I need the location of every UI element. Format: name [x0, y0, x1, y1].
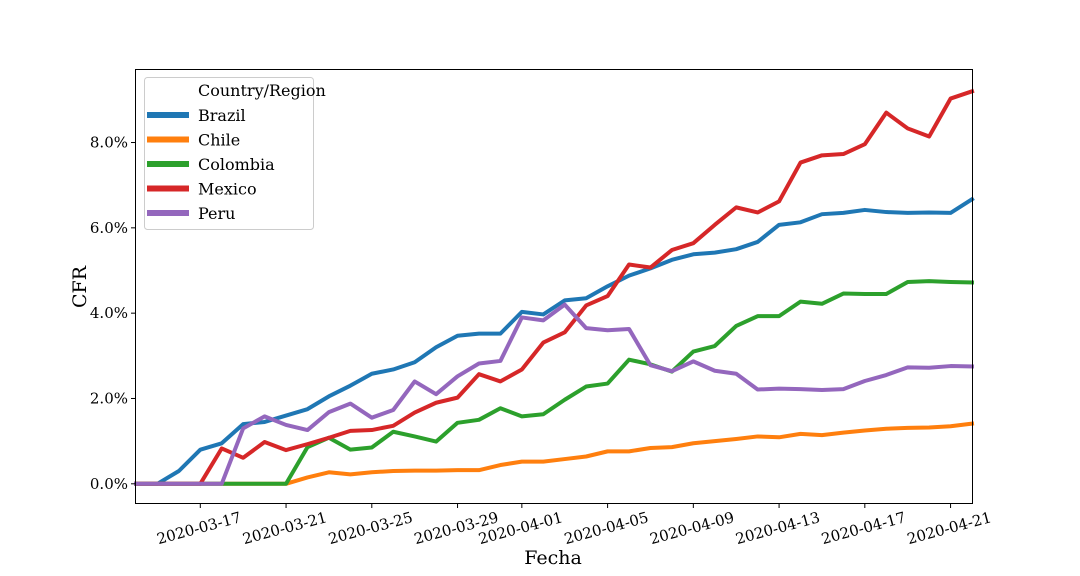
x-tick-label: 2020-03-21	[241, 508, 329, 548]
legend-label-chile: Chile	[198, 131, 240, 150]
x-axis: 2020-03-172020-03-212020-03-252020-03-29…	[155, 503, 993, 548]
series-lines	[134, 88, 975, 486]
series-line-colombia	[134, 279, 975, 486]
legend-label-mexico: Mexico	[198, 180, 257, 199]
legend-label-peru: Peru	[198, 204, 235, 223]
legend-title: Country/Region	[198, 81, 326, 100]
x-tick-label: 2020-04-09	[648, 508, 736, 548]
y-tick-label: 6.0%	[90, 219, 128, 237]
legend-label-colombia: Colombia	[198, 155, 275, 174]
x-tick-label: 2020-04-17	[819, 508, 907, 548]
series-line-brazil	[134, 196, 975, 486]
legend-label-brazil: Brazil	[198, 106, 246, 125]
y-tick-label: 2.0%	[90, 389, 128, 407]
legend: Country/Region Brazil Chile Colombia Mexico…	[144, 77, 326, 230]
y-tick-label: 4.0%	[90, 304, 128, 322]
series-line-mexico	[134, 88, 975, 486]
x-axis-label: Fecha	[524, 547, 582, 569]
series-line-chile	[134, 421, 975, 486]
x-tick-label: 2020-03-25	[326, 508, 414, 548]
y-tick-label: 8.0%	[90, 134, 128, 152]
legend-entries: Brazil Chile Colombia Mexico Peru	[147, 106, 275, 223]
y-axis-label: CFR	[69, 265, 91, 308]
y-tick-label: 0.0%	[90, 475, 128, 493]
x-tick-label: 2020-04-21	[905, 508, 993, 548]
x-tick-label: 2020-04-13	[734, 508, 822, 548]
y-axis: 0.0% 2.0% 4.0% 6.0% 8.0%	[90, 134, 136, 493]
plot-area-frame	[135, 69, 973, 504]
x-tick-label: 2020-03-17	[155, 508, 243, 548]
series-line-peru	[134, 302, 975, 486]
x-tick-label: 2020-04-05	[562, 508, 650, 548]
